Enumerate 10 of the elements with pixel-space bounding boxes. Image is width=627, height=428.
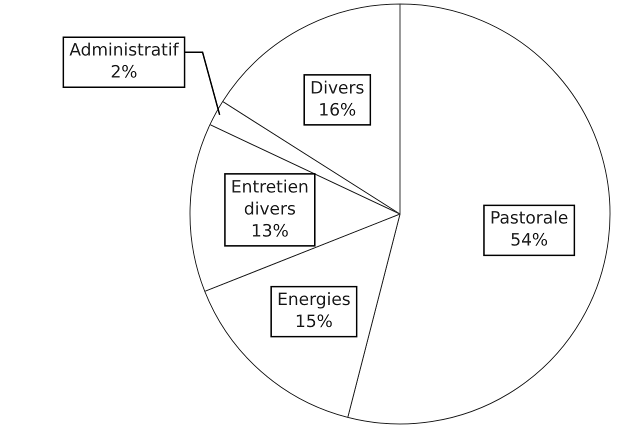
data-label: 16% — [318, 100, 356, 120]
data-label: 13% — [250, 221, 289, 242]
data-label: 15% — [295, 312, 333, 332]
slice-label: Pastorale — [490, 208, 568, 229]
slice-label: Entretien divers — [230, 177, 309, 220]
data-label: 2% — [110, 62, 138, 83]
data-label: 54% — [510, 230, 548, 251]
slice-label: Administratif — [69, 40, 180, 61]
slice-label: Divers — [310, 78, 365, 98]
slice-label: Energies — [277, 290, 351, 310]
